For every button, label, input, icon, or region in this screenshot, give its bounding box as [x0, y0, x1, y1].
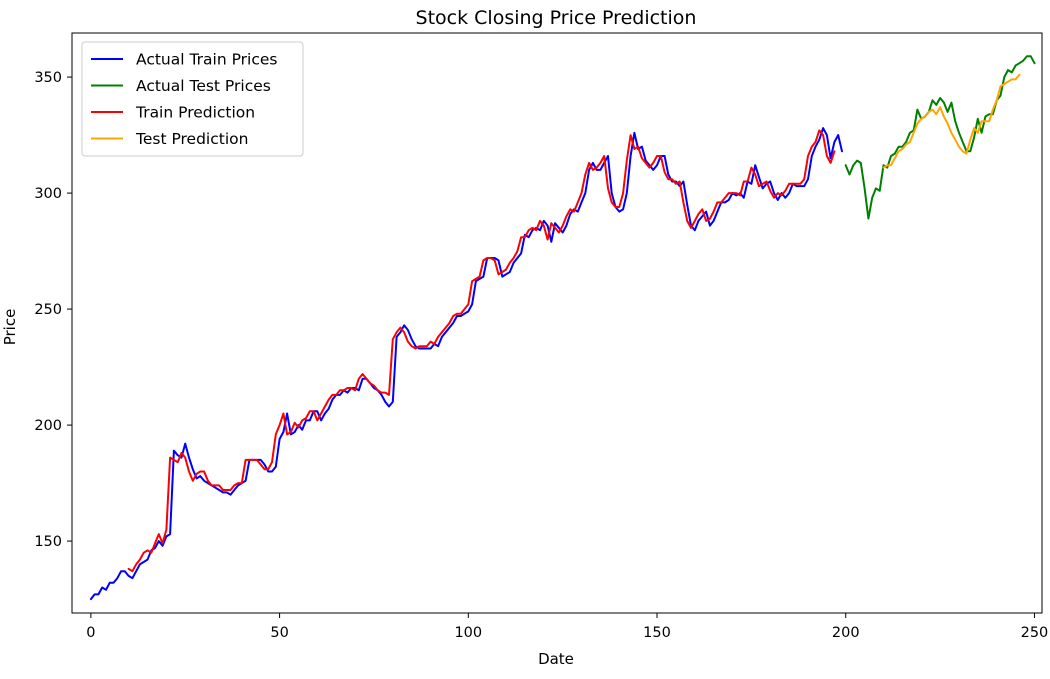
- y-tick-label-3: 300: [34, 186, 62, 202]
- x-tick-label-2: 100: [454, 625, 482, 641]
- legend-box: [81, 41, 304, 157]
- x-tick-label-0: 0: [86, 625, 95, 641]
- axis-ticks: 0 50 100 150 200 250 150 200 250 300 350: [34, 70, 1048, 641]
- legend: Actual Train Prices Actual Test Prices Tra…: [81, 41, 304, 157]
- x-axis-label: Date: [538, 650, 574, 668]
- series-line-1: [844, 55, 1036, 220]
- series-line-3: [882, 73, 1021, 169]
- legend-label-0: Actual Train Prices: [136, 51, 278, 69]
- series-line-0: [89, 127, 843, 601]
- y-axis-label: Price: [1, 309, 19, 346]
- y-tick-label-4: 350: [34, 70, 62, 86]
- legend-label-3: Test Prediction: [135, 130, 248, 148]
- y-tick-label-0: 150: [34, 534, 62, 550]
- x-tick-label-5: 250: [1021, 625, 1049, 641]
- plot-area: [89, 55, 1036, 601]
- axes-frame: [71, 32, 1043, 614]
- x-tick-label-4: 200: [832, 625, 860, 641]
- legend-label-1: Actual Test Prices: [136, 77, 271, 95]
- y-tick-label-1: 200: [34, 418, 62, 434]
- y-tick-label-2: 250: [34, 302, 62, 318]
- legend-label-2: Train Prediction: [135, 104, 255, 122]
- chart-title: Stock Closing Price Prediction: [416, 7, 697, 29]
- series-line-2: [127, 129, 836, 573]
- x-tick-label-1: 50: [270, 625, 288, 641]
- x-tick-label-3: 150: [643, 625, 671, 641]
